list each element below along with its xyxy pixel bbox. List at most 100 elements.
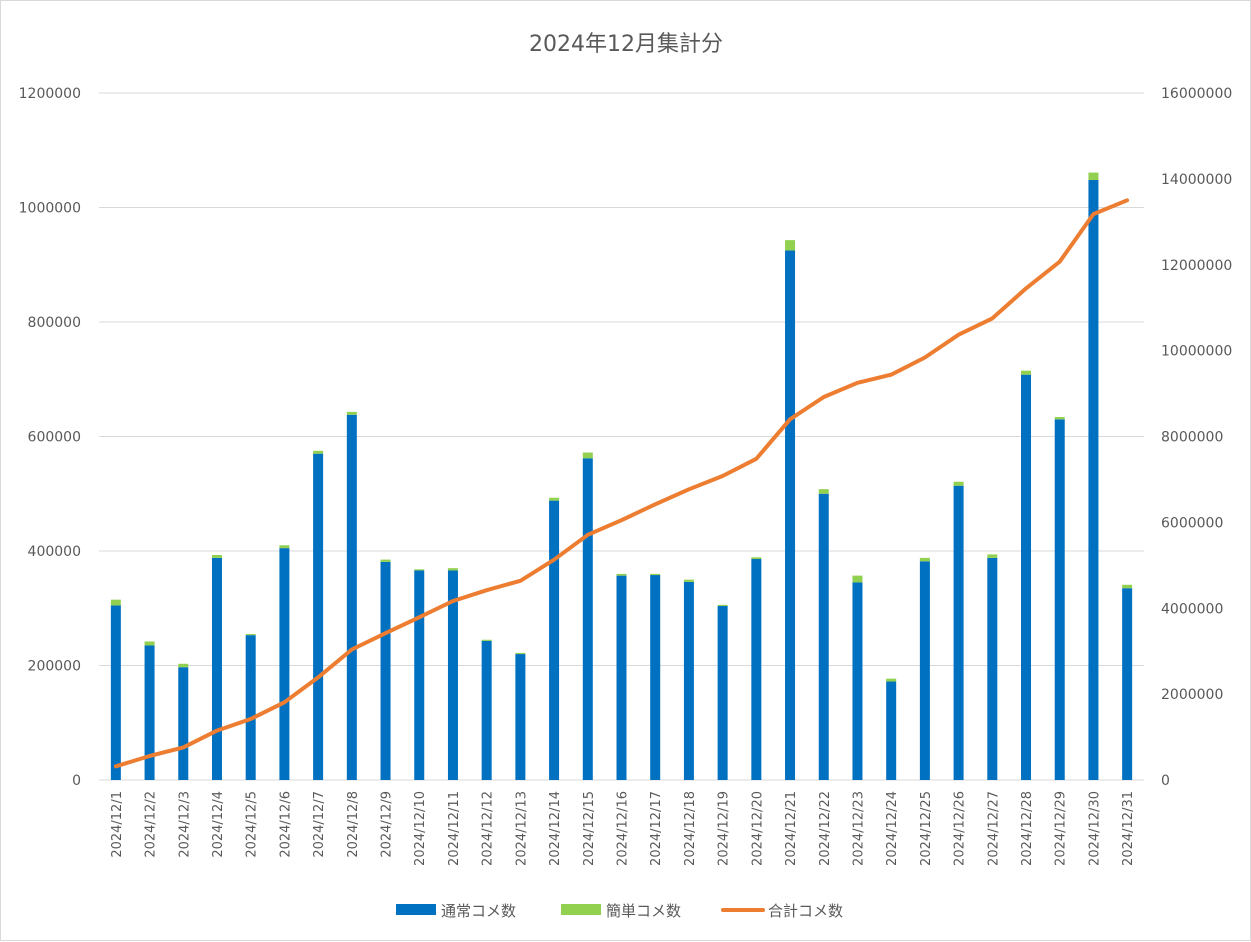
bar-simple bbox=[245, 634, 256, 636]
x-tick-label: 2024/12/12 bbox=[481, 791, 496, 866]
y-left-tick-label: 1200000 bbox=[19, 86, 81, 102]
bar-normal bbox=[447, 570, 458, 780]
x-tick-label: 2024/12/1 bbox=[110, 791, 125, 858]
legend-label: 通常コメ数 bbox=[441, 902, 516, 920]
bar-simple bbox=[1088, 172, 1099, 181]
x-tick-label: 2024/12/21 bbox=[784, 791, 799, 866]
bar-normal bbox=[313, 453, 324, 780]
bar-simple bbox=[279, 545, 290, 549]
x-tick-label: 2024/12/23 bbox=[851, 791, 866, 866]
y-left-tick-label: 200000 bbox=[28, 659, 81, 675]
x-tick-label: 2024/12/29 bbox=[1054, 791, 1069, 866]
bar-simple bbox=[1021, 370, 1032, 375]
legend-label: 合計コメ数 bbox=[768, 902, 843, 920]
y-right-tick-label: 0 bbox=[1161, 773, 1170, 789]
x-tick-label: 2024/12/17 bbox=[649, 791, 664, 866]
bar-normal bbox=[616, 575, 627, 780]
bar-normal bbox=[178, 667, 189, 780]
bar-simple bbox=[919, 557, 930, 562]
y-right-tick-label: 10000000 bbox=[1161, 344, 1232, 360]
bar-simple bbox=[751, 557, 762, 560]
bar-simple bbox=[178, 663, 189, 668]
y-left-tick-label: 1000000 bbox=[19, 201, 81, 217]
x-tick-label: 2024/12/13 bbox=[514, 791, 529, 866]
legend: 通常コメ数 簡単コメ数 合計コメ数 bbox=[396, 902, 843, 920]
x-tick-label: 2024/12/4 bbox=[211, 791, 226, 858]
bar-normal bbox=[144, 645, 155, 780]
bar-simple bbox=[380, 559, 391, 562]
legend-swatch bbox=[561, 904, 601, 915]
y-right-tick-label: 14000000 bbox=[1161, 172, 1232, 188]
bar-normal bbox=[919, 561, 930, 780]
bar-simple bbox=[852, 575, 863, 583]
bar-normal bbox=[852, 582, 863, 780]
bar-simple bbox=[683, 579, 694, 582]
x-tick-label: 2024/12/27 bbox=[986, 791, 1001, 866]
bar-normal bbox=[683, 581, 694, 780]
bar-simple bbox=[515, 652, 526, 655]
legend-swatch bbox=[396, 904, 436, 915]
bar-simple bbox=[211, 555, 222, 558]
bar-normal bbox=[549, 500, 560, 780]
bar-normal bbox=[245, 635, 256, 780]
y-left-tick-label: 400000 bbox=[28, 544, 81, 560]
bar-normal bbox=[346, 414, 357, 780]
bar-simple bbox=[785, 240, 796, 251]
bar-simple bbox=[447, 568, 458, 571]
x-tick-label: 2024/12/2 bbox=[144, 791, 159, 858]
bar-simple bbox=[650, 573, 661, 576]
x-tick-label: 2024/12/31 bbox=[1121, 791, 1136, 866]
y-left-tick-label: 0 bbox=[72, 773, 81, 789]
bar-simple bbox=[1122, 584, 1133, 589]
bar-normal bbox=[886, 681, 897, 780]
x-axis: 2024/12/1 2024/12/2 2024/12/3 2024/12/4 2024… bbox=[110, 791, 1136, 866]
bar-normal bbox=[987, 557, 998, 780]
y-left-tick-label: 600000 bbox=[28, 430, 81, 446]
bar-normal bbox=[818, 493, 829, 780]
x-tick-label: 2024/12/8 bbox=[346, 791, 361, 858]
bar-simple bbox=[346, 411, 357, 415]
x-tick-label: 2024/12/16 bbox=[616, 791, 631, 866]
x-tick-label: 2024/12/19 bbox=[717, 791, 732, 866]
bar-simple bbox=[1054, 417, 1065, 420]
x-tick-label: 2024/12/3 bbox=[177, 791, 192, 858]
y-right-tick-label: 4000000 bbox=[1161, 601, 1223, 617]
bar-normal bbox=[1088, 180, 1099, 780]
x-tick-label: 2024/12/7 bbox=[312, 791, 327, 858]
bar-simple bbox=[313, 450, 324, 454]
bar-normal bbox=[650, 575, 661, 780]
chart-title: 2024年12月集計分 bbox=[529, 32, 723, 57]
total-line bbox=[113, 198, 1130, 769]
bar-simple bbox=[414, 569, 425, 571]
x-tick-label: 2024/12/20 bbox=[750, 791, 765, 866]
bar-normal bbox=[785, 250, 796, 780]
bar-normal bbox=[717, 605, 728, 780]
bar-normal bbox=[953, 485, 964, 780]
bar-simple bbox=[549, 497, 560, 501]
bar-normal bbox=[1122, 588, 1133, 780]
x-tick-label: 2024/12/18 bbox=[683, 791, 698, 866]
bar-simple bbox=[953, 481, 964, 486]
y-right-tick-label: 16000000 bbox=[1161, 86, 1232, 102]
y-right-tick-label: 8000000 bbox=[1161, 430, 1223, 446]
bar-simple bbox=[144, 641, 155, 646]
bar-simple bbox=[481, 639, 492, 641]
grid-lines bbox=[99, 92, 1144, 781]
bar-simple bbox=[110, 599, 121, 606]
y-axis-left: 0 200000 400000 600000 800000 1000000 1200000 bbox=[19, 86, 81, 789]
bar-normal bbox=[1054, 419, 1065, 780]
x-tick-label: 2024/12/24 bbox=[885, 791, 900, 866]
x-tick-label: 2024/12/14 bbox=[548, 791, 563, 866]
x-tick-label: 2024/12/6 bbox=[278, 791, 293, 858]
x-tick-label: 2024/12/28 bbox=[1020, 791, 1035, 866]
bar-normal bbox=[211, 557, 222, 780]
y-right-tick-label: 6000000 bbox=[1161, 515, 1223, 531]
x-tick-label: 2024/12/11 bbox=[447, 791, 462, 866]
bar-normal bbox=[380, 561, 391, 780]
x-tick-label: 2024/12/22 bbox=[818, 791, 833, 866]
bar-normal bbox=[1021, 374, 1032, 780]
bar-normal bbox=[481, 640, 492, 780]
x-tick-label: 2024/12/5 bbox=[245, 791, 260, 858]
